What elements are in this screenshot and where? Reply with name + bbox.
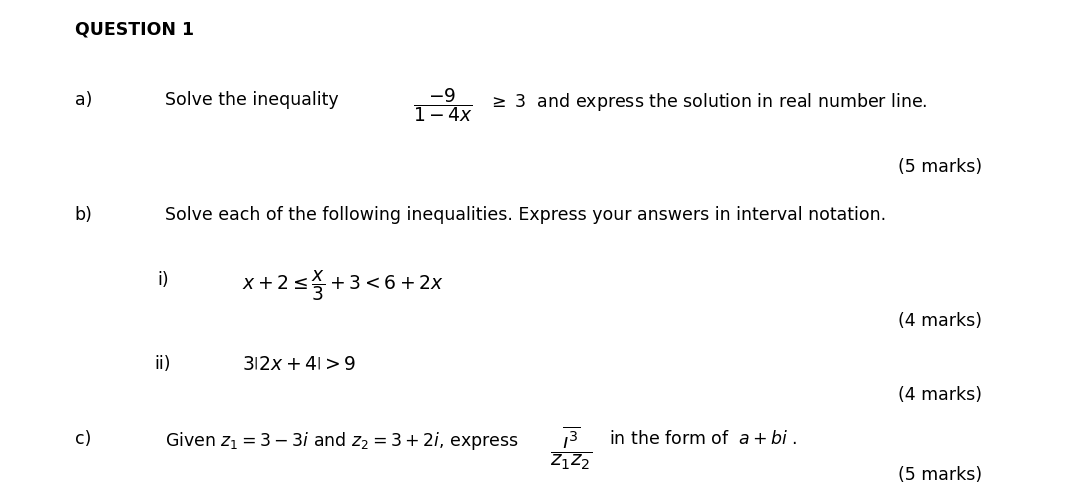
Text: QUESTION 1: QUESTION 1	[75, 21, 194, 39]
Text: (5 marks): (5 marks)	[898, 158, 982, 176]
Text: a): a)	[75, 91, 92, 109]
Text: $\dfrac{-9}{1-4x}$: $\dfrac{-9}{1-4x}$	[413, 86, 473, 124]
Text: Solve each of the following inequalities. Express your answers in interval notat: Solve each of the following inequalities…	[164, 206, 886, 224]
Text: Given $z_1=3-3i$ and $z_2=3+2i$, express: Given $z_1=3-3i$ and $z_2=3+2i$, express	[164, 430, 518, 452]
Text: $\dfrac{\overline{\imath^3}}{z_1 z_2}$: $\dfrac{\overline{\imath^3}}{z_1 z_2}$	[550, 425, 593, 472]
Text: Solve the inequality: Solve the inequality	[164, 91, 338, 109]
Text: $3\left|2x+4\right|>9$: $3\left|2x+4\right|>9$	[242, 355, 356, 374]
Text: c): c)	[75, 430, 91, 448]
Text: (4 marks): (4 marks)	[898, 386, 982, 404]
Text: $x+2\leq\dfrac{x}{3}+3<6+2x$: $x+2\leq\dfrac{x}{3}+3<6+2x$	[242, 269, 445, 304]
Text: (5 marks): (5 marks)	[898, 466, 982, 484]
Text: (4 marks): (4 marks)	[898, 312, 982, 330]
Text: b): b)	[75, 206, 93, 224]
Text: ii): ii)	[155, 355, 171, 373]
Text: in the form of  $a+bi$ .: in the form of $a+bi$ .	[610, 430, 798, 448]
Text: $\geq$ 3  and express the solution in real number line.: $\geq$ 3 and express the solution in rea…	[488, 91, 927, 113]
Text: i): i)	[158, 271, 168, 289]
